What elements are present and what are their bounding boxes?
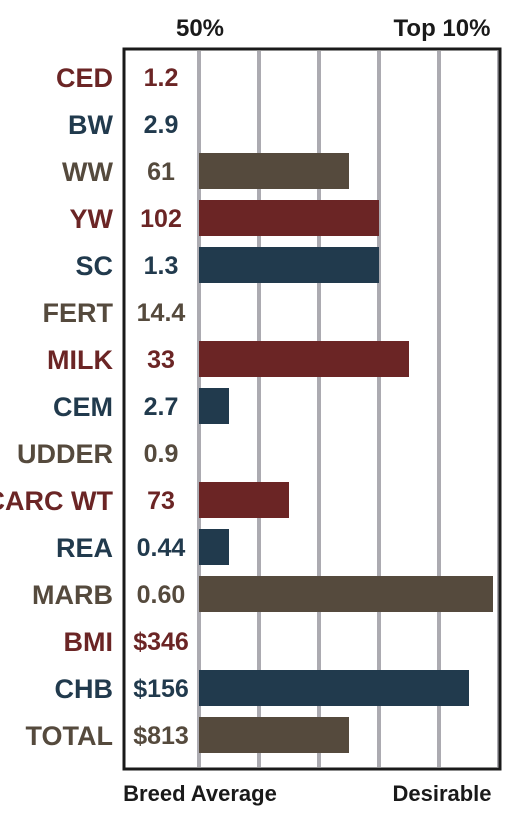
trait-label-marb: MARB xyxy=(32,580,113,610)
bar-rea xyxy=(199,529,229,565)
chart-frame xyxy=(122,47,502,771)
trait-label-carc-wt: CARC WT xyxy=(0,486,113,516)
bar-chb xyxy=(199,670,469,706)
bar-milk xyxy=(199,341,409,377)
trait-label-udder: UDDER xyxy=(17,439,113,469)
bar-sc xyxy=(199,247,379,283)
value-label-sc: 1.3 xyxy=(144,252,179,280)
value-label-fert: 14.4 xyxy=(137,299,186,327)
value-label-bmi: $346 xyxy=(133,628,189,656)
trait-label-rea: REA xyxy=(56,533,113,563)
row-labels-group: CED 1.2 BW 2.9 WW 61 YW 102 SC 1.3 FERT 14.4 MILK 33 C… xyxy=(0,63,189,751)
bar-carc-wt xyxy=(199,482,289,518)
trait-label-fert: FERT xyxy=(43,298,114,328)
value-label-milk: 33 xyxy=(147,346,175,374)
trait-label-ww: WW xyxy=(62,157,113,187)
value-label-total: $813 xyxy=(133,722,189,750)
bar-yw xyxy=(199,200,379,236)
trait-label-bmi: BMI xyxy=(64,627,114,657)
trait-label-total: TOTAL xyxy=(26,721,114,751)
header-label-50-percent: 50% xyxy=(176,15,224,42)
bars-group xyxy=(199,153,493,753)
value-label-carc-wt: 73 xyxy=(147,487,175,515)
footer-label-desirable: Desirable xyxy=(392,781,491,806)
footer-label-breed-average: Breed Average xyxy=(123,781,277,806)
trait-label-bw: BW xyxy=(68,110,113,140)
bar-ww xyxy=(199,153,349,189)
trait-label-cem: CEM xyxy=(53,392,113,422)
value-label-ced: 1.2 xyxy=(144,64,179,92)
value-label-ww: 61 xyxy=(147,158,175,186)
value-label-cem: 2.7 xyxy=(144,393,179,421)
bar-cem xyxy=(199,388,229,424)
bar-total xyxy=(199,717,349,753)
value-label-udder: 0.9 xyxy=(144,440,179,468)
trait-label-sc: SC xyxy=(75,251,113,281)
bar-marb xyxy=(199,576,493,612)
value-label-marb: 0.60 xyxy=(137,581,186,609)
trait-label-milk: MILK xyxy=(47,345,113,375)
header-label-top-10-percent: Top 10% xyxy=(394,15,491,42)
value-label-bw: 2.9 xyxy=(144,111,179,139)
value-label-chb: $156 xyxy=(133,675,189,703)
value-label-rea: 0.44 xyxy=(137,534,186,562)
trait-label-yw: YW xyxy=(70,204,114,234)
value-label-yw: 102 xyxy=(140,205,182,233)
trait-label-chb: CHB xyxy=(55,674,114,704)
trait-label-ced: CED xyxy=(56,63,113,93)
